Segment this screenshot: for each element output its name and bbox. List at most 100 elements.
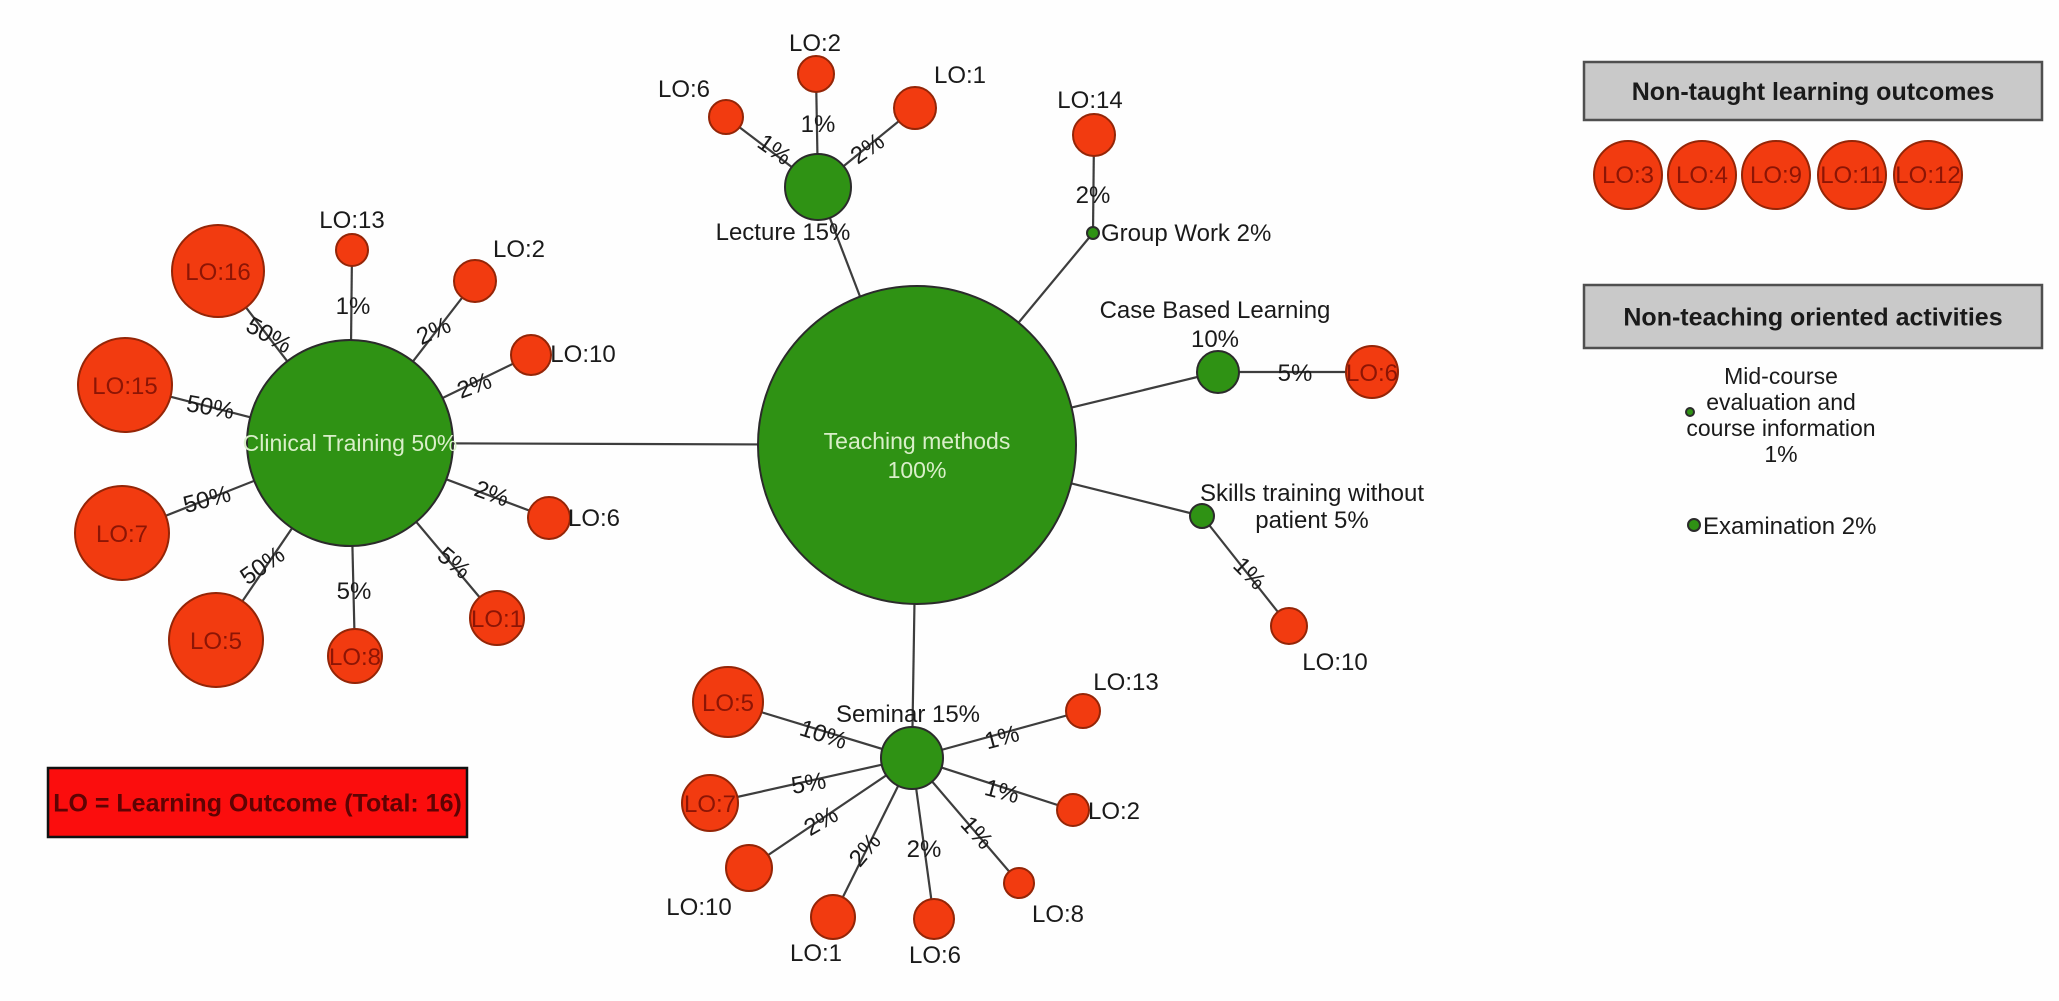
label-c15: LO:15 [92, 373, 157, 400]
edge-seminar-se10 [748, 757, 913, 869]
node-l2 [797, 55, 835, 93]
node-l1 [893, 86, 937, 130]
node-se7 [681, 774, 739, 832]
label-se10: LO:10 [666, 894, 731, 921]
edge-label-seminar-se2: 1% [982, 774, 1022, 809]
label-se6: LO:6 [909, 942, 961, 969]
box-non-teaching-header [1582, 283, 2044, 350]
label-se13: LO:13 [1093, 669, 1158, 696]
node-casebased [1196, 350, 1240, 394]
node-s10 [1270, 607, 1308, 645]
edge-label-seminar-se8: 1% [955, 811, 998, 855]
label-se8: LO:8 [1032, 901, 1084, 928]
node-se2 [1056, 793, 1090, 827]
edge-label-clinical-c2: 2% [412, 312, 455, 351]
box-lo-legend [46, 766, 469, 839]
label-teaching: Teaching methods 100% [824, 428, 1011, 483]
node-se13 [1065, 693, 1101, 729]
label-c7: LO:7 [96, 521, 148, 548]
node-p9 [1741, 140, 1811, 210]
box-label-non-taught-header: Non-taught learning outcomes [1632, 78, 1995, 106]
node-skills [1189, 503, 1215, 529]
label-c8: LO:8 [329, 644, 381, 671]
node-teaching [757, 285, 1077, 605]
node-se1 [810, 894, 856, 940]
text-mid-course-item: Mid-course evaluation and course informati… [1686, 363, 1875, 467]
label-groupwork: Group Work 2% [1101, 220, 1271, 247]
text-examination-item: Examination 2% [1703, 513, 1876, 540]
node-p3 [1593, 140, 1663, 210]
edge-label-clinical-c16: 50% [241, 312, 296, 359]
label-se5: LO:5 [702, 690, 754, 717]
edge-label-seminar-se10: 2% [799, 801, 843, 842]
node-c13 [335, 233, 369, 267]
label-p9: LO:9 [1750, 162, 1802, 189]
node-se5 [692, 666, 764, 738]
edge-skills-s10 [1201, 515, 1290, 627]
label-c16: LO:16 [185, 259, 250, 286]
label-se2: LO:2 [1088, 798, 1140, 825]
edge-label-seminar-se7: 5% [789, 767, 828, 800]
label-c5: LO:5 [190, 628, 242, 655]
node-p4 [1667, 140, 1737, 210]
label-l6: LO:6 [658, 76, 710, 103]
edge-label-casebased-cb6: 5% [1278, 360, 1313, 387]
edge-label-groupwork-lo14: 2% [1076, 182, 1111, 209]
box-non-taught-header [1582, 60, 2044, 122]
label-l1: LO:1 [934, 62, 986, 89]
label-c13: LO:13 [319, 207, 384, 234]
label-se1: LO:1 [790, 940, 842, 967]
node-c2 [453, 259, 497, 303]
label-p3: LO:3 [1602, 162, 1654, 189]
label-skills: Skills training without patient 5% [1200, 480, 1424, 534]
box-label-non-teaching-header: Non-teaching oriented activities [1623, 304, 2002, 332]
node-c15 [77, 337, 173, 433]
node-c6 [527, 496, 571, 540]
edge-label-clinical-c7: 50% [180, 480, 233, 519]
label-cb6: LO:6 [1346, 360, 1398, 387]
edge-label-seminar-se13: 1% [982, 720, 1022, 755]
node-c10 [510, 334, 552, 376]
node-l6 [708, 99, 744, 135]
node-p11 [1817, 140, 1887, 210]
node-c8 [327, 628, 383, 684]
label-seminar: Seminar 15% [836, 701, 980, 728]
edge-seminar-se7 [709, 756, 913, 805]
label-s10: LO:10 [1302, 649, 1367, 676]
box-label-lo-legend: LO = Learning Outcome (Total: 16) [53, 790, 462, 818]
node-exam-dot [1687, 518, 1701, 532]
label-p11: LO:11 [1820, 162, 1884, 189]
node-c16 [171, 224, 265, 318]
node-groupwork [1086, 226, 1100, 240]
node-se10 [725, 844, 773, 892]
edge-label-clinical-c13: 1% [336, 293, 371, 320]
edge-label-clinical-c5: 50% [235, 541, 290, 591]
edge-label-clinical-c6: 2% [471, 475, 513, 512]
edge-label-lecture-l2: 1% [801, 111, 836, 138]
label-p12: LO:12 [1895, 162, 1960, 189]
node-clinical [246, 339, 454, 547]
node-c1 [469, 590, 525, 646]
edge-label-clinical-c15: 50% [184, 390, 236, 425]
label-lo14: LO:14 [1057, 87, 1122, 114]
node-c7 [74, 485, 170, 581]
node-seminar [880, 726, 944, 790]
edge-label-clinical-c10: 2% [454, 367, 496, 404]
label-lecture: Lecture 15% [716, 219, 851, 246]
node-lecture [784, 153, 852, 221]
node-se8 [1003, 867, 1035, 899]
label-clinical: Clinical Training 50% [243, 430, 458, 456]
node-c5 [168, 592, 264, 688]
node-se6 [913, 898, 955, 940]
label-c2: LO:2 [493, 236, 545, 263]
node-cb6 [1345, 345, 1399, 399]
label-c1: LO:1 [471, 606, 523, 633]
label-se7: LO:7 [684, 791, 736, 818]
edge-label-clinical-c8: 5% [337, 578, 372, 605]
label-c10: LO:10 [550, 341, 615, 368]
label-c6: LO:6 [568, 505, 620, 532]
label-l2: LO:2 [789, 30, 841, 57]
edge-label-skills-s10: 1% [1227, 552, 1271, 596]
